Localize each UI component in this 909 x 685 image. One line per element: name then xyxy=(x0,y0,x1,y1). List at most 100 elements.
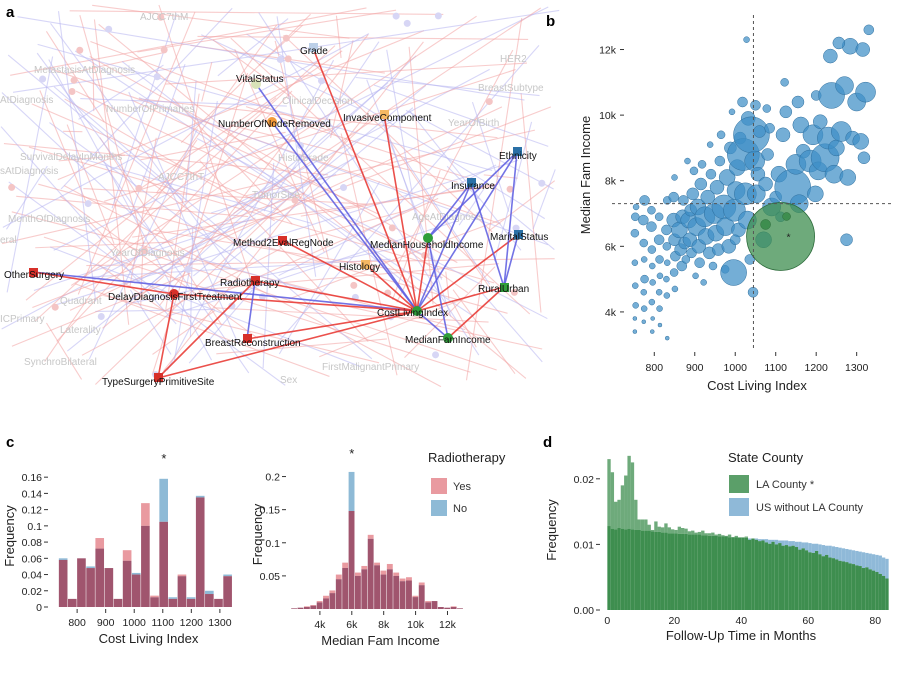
node-othersurgery[interactable]: OtherSurgery xyxy=(4,268,64,281)
scatter-point xyxy=(737,96,748,108)
node-ethnicity[interactable]: Ethnicity xyxy=(499,147,537,162)
background-edge xyxy=(1,68,490,330)
scatter-point xyxy=(640,305,648,312)
node-numberofnoderemoved[interactable]: NumberOfNodeRemoved xyxy=(218,117,331,130)
background-edge xyxy=(386,49,413,195)
node-insurance[interactable]: Insurance xyxy=(451,178,495,192)
scatter-point xyxy=(662,242,672,251)
bar-excess xyxy=(150,595,159,598)
background-edge xyxy=(197,35,529,40)
node-costlivingindex[interactable]: CostLivingIndex xyxy=(377,306,448,319)
bar-overlap xyxy=(620,528,625,610)
bar-excess xyxy=(848,549,852,564)
background-node xyxy=(68,88,76,96)
bar-excess xyxy=(177,574,187,577)
scatter-point xyxy=(641,319,647,325)
background-edge xyxy=(373,84,549,147)
background-edge xyxy=(1,180,273,245)
background-edge xyxy=(131,99,380,215)
scatter-point xyxy=(709,180,725,195)
scatter-point xyxy=(720,259,747,286)
background-edge xyxy=(57,11,97,302)
scatter-point xyxy=(718,169,736,186)
background-edge xyxy=(93,19,130,325)
bar-excess xyxy=(159,478,168,522)
background-edge xyxy=(152,310,215,355)
node-delaydiagnosisfirsttreatment[interactable]: DelayDiagnosisFirstTreatment xyxy=(108,289,242,303)
background-edge xyxy=(262,162,275,369)
bar-excess xyxy=(868,553,872,570)
x-tick-label: 4k xyxy=(314,619,326,631)
scatter-point xyxy=(832,36,846,50)
node-invasivecomponent[interactable]: InvasiveComponent xyxy=(343,110,432,124)
bar-excess xyxy=(674,529,678,534)
background-edge xyxy=(220,107,414,270)
faded-label: AtDiagnosis xyxy=(0,95,53,106)
background-edge xyxy=(445,271,450,299)
scatter-point xyxy=(650,329,655,334)
node-medianhouseholdincome[interactable]: MedianHouseholdIncome xyxy=(370,233,484,251)
bar-excess xyxy=(310,605,317,606)
scatter-point xyxy=(694,257,705,268)
bar-overlap xyxy=(329,593,336,609)
node-radiotherapy[interactable]: Radiotherapy xyxy=(220,276,279,289)
bar-excess xyxy=(624,475,628,530)
background-edge xyxy=(355,76,540,97)
bar-overlap xyxy=(627,528,631,610)
faded-label: ClinicalDecision xyxy=(282,96,353,107)
node-vitalstatus[interactable]: VitalStatus xyxy=(236,74,284,89)
bar-overlap xyxy=(342,567,349,609)
background-edge xyxy=(230,37,531,315)
scatter-point xyxy=(744,254,756,265)
bar-overlap xyxy=(818,554,822,610)
bar-overlap xyxy=(804,550,809,610)
x-tick-label: 1300 xyxy=(208,617,232,629)
bar-overlap xyxy=(761,540,765,610)
significance-marker: * xyxy=(349,446,354,461)
faded-label: TumorSize xyxy=(252,190,300,201)
bar-overlap xyxy=(177,576,187,607)
bar-excess xyxy=(58,558,68,560)
node-typesurgeryprimitivesite[interactable]: TypeSurgeryPrimitiveSite xyxy=(102,373,215,388)
background-edge xyxy=(17,16,525,101)
background-edge xyxy=(129,137,157,288)
bar-overlap xyxy=(113,598,123,607)
scatter-point xyxy=(640,274,649,284)
node-grade[interactable]: Grade xyxy=(300,43,328,57)
node-method2evalregnode[interactable]: Method2EvalRegNode xyxy=(233,236,334,249)
node-breastreconstruction[interactable]: BreastReconstruction xyxy=(205,334,301,349)
background-node xyxy=(340,184,348,192)
background-edge xyxy=(162,192,306,244)
background-edge xyxy=(140,131,286,161)
bar-excess xyxy=(744,536,748,538)
background-node xyxy=(105,25,113,33)
edge-vital-cli xyxy=(255,83,418,312)
node-ruralurban[interactable]: RuralUrban xyxy=(478,283,529,295)
x-tick-label: 900 xyxy=(686,362,704,374)
bar-overlap xyxy=(297,607,304,609)
significance-marker: * xyxy=(161,451,166,466)
bar-overlap xyxy=(764,542,769,610)
node-histology[interactable]: Histology xyxy=(339,260,380,273)
node-maritalstatus[interactable]: MaritalStatus xyxy=(490,230,548,243)
scatter-point xyxy=(823,48,838,64)
scatter-point xyxy=(697,160,707,169)
legend-swatch-no xyxy=(431,500,447,516)
bar-overlap xyxy=(664,532,668,610)
bar-overlap xyxy=(86,568,95,607)
bar-excess xyxy=(801,542,805,549)
bar-overlap xyxy=(885,578,889,610)
background-edge xyxy=(263,41,380,212)
bar-overlap xyxy=(361,569,368,609)
bar-excess xyxy=(771,539,775,542)
scatter-point xyxy=(663,292,671,299)
bar-excess xyxy=(687,531,692,535)
scatter-point xyxy=(807,185,824,203)
bar-overlap xyxy=(431,601,438,609)
background-edge xyxy=(104,69,516,202)
node-medianfamincome[interactable]: MedianFamIncome xyxy=(405,333,491,346)
faded-label: HER2 xyxy=(500,54,527,65)
bar-excess xyxy=(714,534,718,536)
svg-text:OtherSurgery: OtherSurgery xyxy=(4,270,64,281)
faded-label: ICPrimary xyxy=(0,314,44,325)
